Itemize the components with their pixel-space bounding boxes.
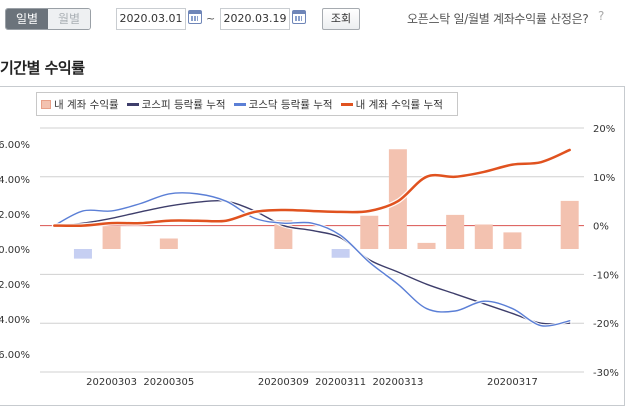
- x-axis-tick-label: 20200313: [372, 377, 423, 388]
- left-axis-tick-label: -6.00%: [0, 350, 30, 361]
- legend-swatch: [126, 102, 139, 106]
- right-axis-tick-label: 10%: [593, 173, 615, 184]
- chart-frame: [0, 86, 625, 406]
- bar: [159, 238, 178, 249]
- x-axis-tick-label: 20200317: [487, 377, 538, 388]
- right-axis-tick-label: 0%: [593, 222, 609, 233]
- x-axis-tick-label: 20200303: [86, 377, 137, 388]
- series-line: [53, 148, 571, 228]
- x-axis-tick-label: 20200311: [315, 377, 366, 388]
- legend-label: 코스닥 등락률 누적: [248, 98, 333, 111]
- section-title: 기간별 수익률: [0, 59, 85, 77]
- series-line: [53, 192, 571, 327]
- bar: [360, 215, 379, 249]
- legend-swatch: [41, 99, 51, 109]
- legend-swatch: [340, 102, 353, 106]
- x-axis-tick-label: 20200305: [143, 377, 194, 388]
- calendar-icon[interactable]: [292, 10, 306, 24]
- legend-item[interactable]: 내 계좌 수익률 누적: [340, 97, 443, 112]
- question-icon[interactable]: ?: [598, 9, 605, 23]
- right-axis-tick-label: -20%: [593, 319, 619, 330]
- series-line: [53, 199, 571, 325]
- left-axis-tick-label: 6.00%: [0, 140, 30, 151]
- legend-label: 내 계좌 수익률: [54, 98, 119, 111]
- query-button[interactable]: 조회: [322, 8, 360, 30]
- chart-legend: 내 계좌 수익률 코스피 등락률 누적 코스닥 등락률 누적 내 계좌 수익률 누적: [36, 92, 458, 116]
- legend-label: 코스피 등락률 누적: [141, 98, 226, 111]
- legend-label: 내 계좌 수익률 누적: [355, 98, 443, 111]
- left-axis-tick-label: 4.00%: [0, 175, 30, 186]
- legend-item[interactable]: 내 계좌 수익률: [41, 97, 119, 112]
- right-axis-tick-label: 20%: [593, 124, 615, 135]
- right-axis-tick-label: -30%: [593, 368, 619, 379]
- help-link[interactable]: 오픈스탁 일/월별 계좌수익률 산정은?: [407, 12, 589, 26]
- left-axis-tick-label: -4.00%: [0, 315, 30, 326]
- bar: [73, 249, 92, 259]
- bar: [102, 226, 121, 249]
- legend-item[interactable]: 코스닥 등락률 누적: [233, 97, 333, 112]
- daily-tab[interactable]: 일별: [6, 9, 48, 29]
- end-date-input[interactable]: 2020.03.19: [220, 8, 290, 30]
- start-date-input[interactable]: 2020.03.01: [116, 8, 186, 30]
- left-axis-tick-label: 2.00%: [0, 210, 30, 221]
- bar: [417, 242, 436, 249]
- bar: [474, 224, 493, 249]
- bar: [503, 232, 522, 249]
- series-line-halo: [52, 198, 572, 326]
- legend-swatch: [233, 102, 246, 106]
- bar: [446, 214, 465, 249]
- period-toggle: 일별 월별: [5, 8, 91, 30]
- right-axis-tick-label: -10%: [593, 270, 619, 281]
- left-axis-tick-label: 0.00%: [0, 245, 30, 256]
- filter-toolbar: 일별 월별 2020.03.01 ~ 2020.03.19 조회 오픈스탁 일/…: [0, 0, 632, 38]
- left-axis-tick-label: -2.00%: [0, 280, 30, 291]
- date-range-separator: ~: [206, 12, 216, 25]
- x-axis-tick-label: 20200309: [258, 377, 309, 388]
- monthly-tab[interactable]: 월별: [48, 9, 90, 29]
- bar: [560, 200, 579, 249]
- legend-item[interactable]: 코스피 등락률 누적: [126, 97, 226, 112]
- bar: [331, 249, 350, 258]
- calendar-icon[interactable]: [188, 10, 202, 24]
